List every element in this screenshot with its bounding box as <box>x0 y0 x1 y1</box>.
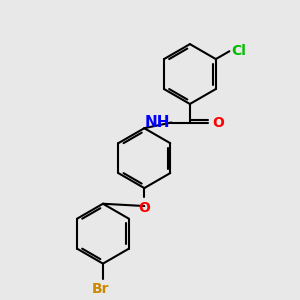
Text: Cl: Cl <box>231 44 246 58</box>
Text: O: O <box>138 201 150 215</box>
Text: O: O <box>212 116 224 130</box>
Text: NH: NH <box>145 115 170 130</box>
Text: Br: Br <box>92 282 109 296</box>
